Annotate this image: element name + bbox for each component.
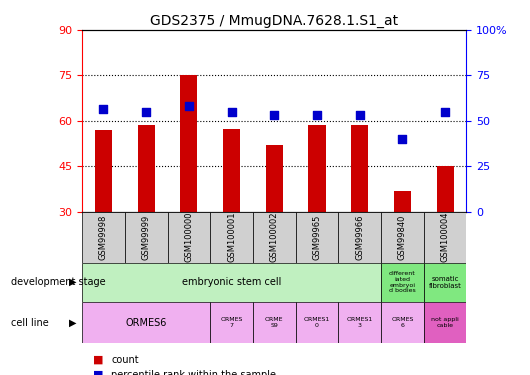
Point xyxy=(441,109,449,115)
Text: GSM99999: GSM99999 xyxy=(142,214,151,260)
Point xyxy=(398,136,407,142)
Text: embryonic stem cell: embryonic stem cell xyxy=(182,277,281,287)
Text: GSM100002: GSM100002 xyxy=(270,212,279,262)
Point xyxy=(356,112,364,118)
Bar xyxy=(82,212,125,262)
Text: development stage: development stage xyxy=(11,277,105,287)
Bar xyxy=(253,212,296,262)
Text: cell line: cell line xyxy=(11,318,48,327)
Text: not appli
cable: not appli cable xyxy=(431,317,459,328)
Bar xyxy=(381,262,423,302)
Point xyxy=(270,112,279,118)
Bar xyxy=(125,212,167,262)
Text: different
iated
embryoi
d bodies: different iated embryoi d bodies xyxy=(389,271,416,293)
Text: ORME
S9: ORME S9 xyxy=(265,317,284,328)
Bar xyxy=(394,190,411,212)
Text: ■: ■ xyxy=(93,355,103,365)
Bar xyxy=(95,130,112,212)
Text: GSM100000: GSM100000 xyxy=(184,212,193,262)
Text: ■: ■ xyxy=(93,370,103,375)
Text: percentile rank within the sample: percentile rank within the sample xyxy=(111,370,276,375)
Text: ORMES1
0: ORMES1 0 xyxy=(304,317,330,328)
Bar xyxy=(351,126,368,212)
Bar xyxy=(381,302,423,343)
Text: somatic
fibroblast: somatic fibroblast xyxy=(429,276,462,289)
Text: GSM99966: GSM99966 xyxy=(355,214,364,260)
Bar xyxy=(308,126,325,212)
Text: ▶: ▶ xyxy=(69,318,77,327)
Bar xyxy=(210,302,253,343)
Bar xyxy=(167,212,210,262)
Bar xyxy=(338,302,381,343)
Bar xyxy=(180,75,197,212)
Bar xyxy=(296,212,338,262)
Text: GSM100001: GSM100001 xyxy=(227,212,236,262)
Text: GSM99998: GSM99998 xyxy=(99,214,108,260)
Point xyxy=(227,109,236,115)
Point xyxy=(313,112,321,118)
Bar xyxy=(381,212,423,262)
Text: GSM99965: GSM99965 xyxy=(313,214,322,260)
Point xyxy=(99,106,108,112)
Text: ORMES6: ORMES6 xyxy=(126,318,167,327)
Bar xyxy=(437,166,454,212)
Bar xyxy=(223,129,240,212)
Bar xyxy=(423,262,466,302)
Bar xyxy=(423,212,466,262)
Bar xyxy=(266,145,283,212)
Bar xyxy=(423,302,466,343)
Text: GSM99840: GSM99840 xyxy=(398,214,407,260)
Point xyxy=(142,109,151,115)
Text: count: count xyxy=(111,355,139,365)
Text: GSM100004: GSM100004 xyxy=(440,212,449,262)
Text: ORMES
6: ORMES 6 xyxy=(391,317,413,328)
Title: GDS2375 / MmugDNA.7628.1.S1_at: GDS2375 / MmugDNA.7628.1.S1_at xyxy=(150,13,399,28)
Bar xyxy=(210,212,253,262)
Bar xyxy=(253,302,296,343)
Point xyxy=(184,103,193,109)
Bar xyxy=(82,302,210,343)
Bar xyxy=(82,262,381,302)
Text: ▶: ▶ xyxy=(69,277,77,287)
Bar xyxy=(338,212,381,262)
Bar xyxy=(296,302,338,343)
Bar xyxy=(138,126,155,212)
Text: ORMES1
3: ORMES1 3 xyxy=(347,317,373,328)
Text: ORMES
7: ORMES 7 xyxy=(220,317,243,328)
